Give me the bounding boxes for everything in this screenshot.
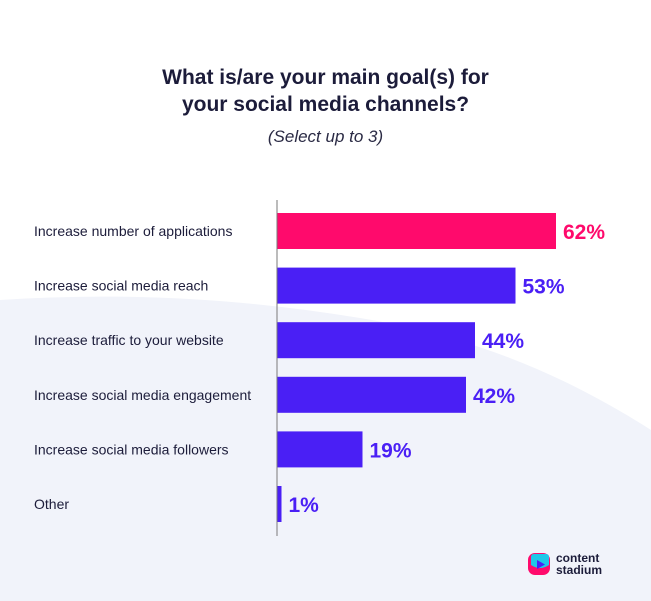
- value-label: 19%: [370, 439, 412, 462]
- bar: [277, 322, 475, 359]
- category-label: Increase social media followers: [34, 441, 229, 457]
- category-label: Increase traffic to your website: [34, 332, 224, 348]
- bar: [277, 376, 466, 413]
- value-label: 62%: [563, 221, 605, 244]
- bar: [277, 486, 282, 522]
- value-label: 42%: [473, 385, 515, 408]
- bar: [277, 267, 516, 304]
- value-label: 53%: [523, 276, 565, 299]
- category-label: Increase number of applications: [34, 223, 232, 239]
- brand-logo-icon: [528, 553, 550, 575]
- bar: [277, 431, 363, 468]
- category-label: Other: [34, 496, 69, 512]
- brand-wordmark-line-1: content: [556, 551, 600, 565]
- bars-group: Increase number of applications 62% Increa…: [34, 213, 605, 522]
- brand-wordmark-line-2: stadium: [556, 563, 603, 577]
- category-label: Increase social media engagement: [34, 387, 251, 403]
- value-label: 44%: [482, 330, 524, 353]
- brand-logo: content stadium: [527, 551, 627, 581]
- category-label: Increase social media reach: [34, 278, 208, 294]
- chart-title-line-1: What is/are your main goal(s) for: [162, 66, 489, 89]
- chart-subtitle: (Select up to 3): [267, 127, 384, 146]
- value-label: 1%: [289, 494, 320, 517]
- bar: [277, 213, 556, 249]
- chart-title-line-2: your social media channels?: [181, 93, 470, 116]
- brand-wordmark: content stadium: [556, 552, 602, 576]
